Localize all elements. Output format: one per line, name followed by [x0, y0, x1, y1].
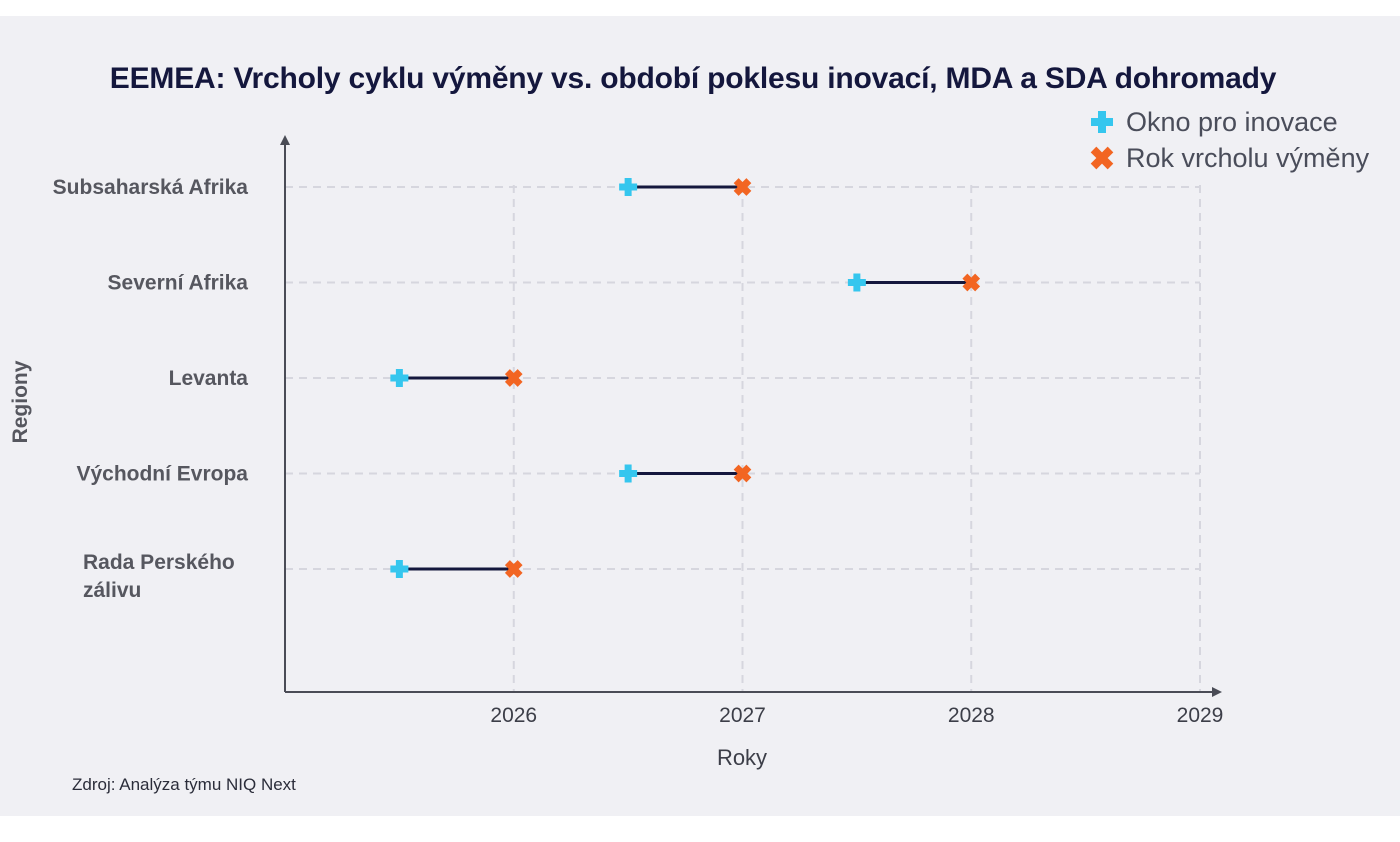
- category-label: Rada Perského: [83, 551, 235, 574]
- x-tick-label: 2026: [490, 704, 537, 727]
- legend-item-window: Okno pro inovace: [1088, 104, 1369, 140]
- innovation-window-marker: [619, 178, 638, 196]
- legend-item-peak: Rok vrcholu výměny: [1088, 140, 1369, 176]
- replacement-peak-marker: [962, 273, 981, 292]
- category-label: zálivu: [83, 579, 141, 602]
- chart-title: EEMEA: Vrcholy cyklu výměny vs. období p…: [109, 62, 1277, 95]
- y-axis-title: Regiony: [9, 360, 32, 443]
- innovation-window-marker: [847, 273, 866, 292]
- replacement-peak-marker: [733, 178, 752, 196]
- x-axis-title: Roky: [717, 745, 767, 770]
- x-tick-label: 2027: [719, 704, 766, 727]
- plus-marker-icon: [1091, 111, 1113, 133]
- innovation-window-marker: [619, 464, 638, 483]
- x-tick-label: 2029: [1177, 704, 1224, 727]
- source-note: Zdroj: Analýza týmu NIQ Next: [72, 775, 296, 794]
- category-label: Subsaharská Afrika: [53, 176, 249, 199]
- legend: Okno pro inovace Rok vrcholu výměny: [1088, 104, 1369, 176]
- x-axis-arrow-icon: [1212, 687, 1222, 697]
- legend-label-window: Okno pro inovace: [1126, 106, 1338, 137]
- replacement-peak-marker: [504, 560, 523, 578]
- x-marker-icon: [1090, 146, 1114, 170]
- category-label: Severní Afrika: [108, 272, 249, 295]
- replacement-peak-marker: [733, 464, 752, 483]
- innovation-window-marker: [390, 560, 409, 578]
- chart-panel: [0, 16, 1400, 816]
- category-label: Levanta: [169, 367, 249, 390]
- replacement-peak-marker: [504, 369, 523, 387]
- innovation-window-marker: [390, 369, 409, 387]
- category-label: Východní Evropa: [76, 463, 248, 486]
- y-axis-arrow-icon: [280, 135, 290, 145]
- x-tick-label: 2028: [948, 704, 995, 727]
- legend-label-peak: Rok vrcholu výměny: [1126, 142, 1370, 173]
